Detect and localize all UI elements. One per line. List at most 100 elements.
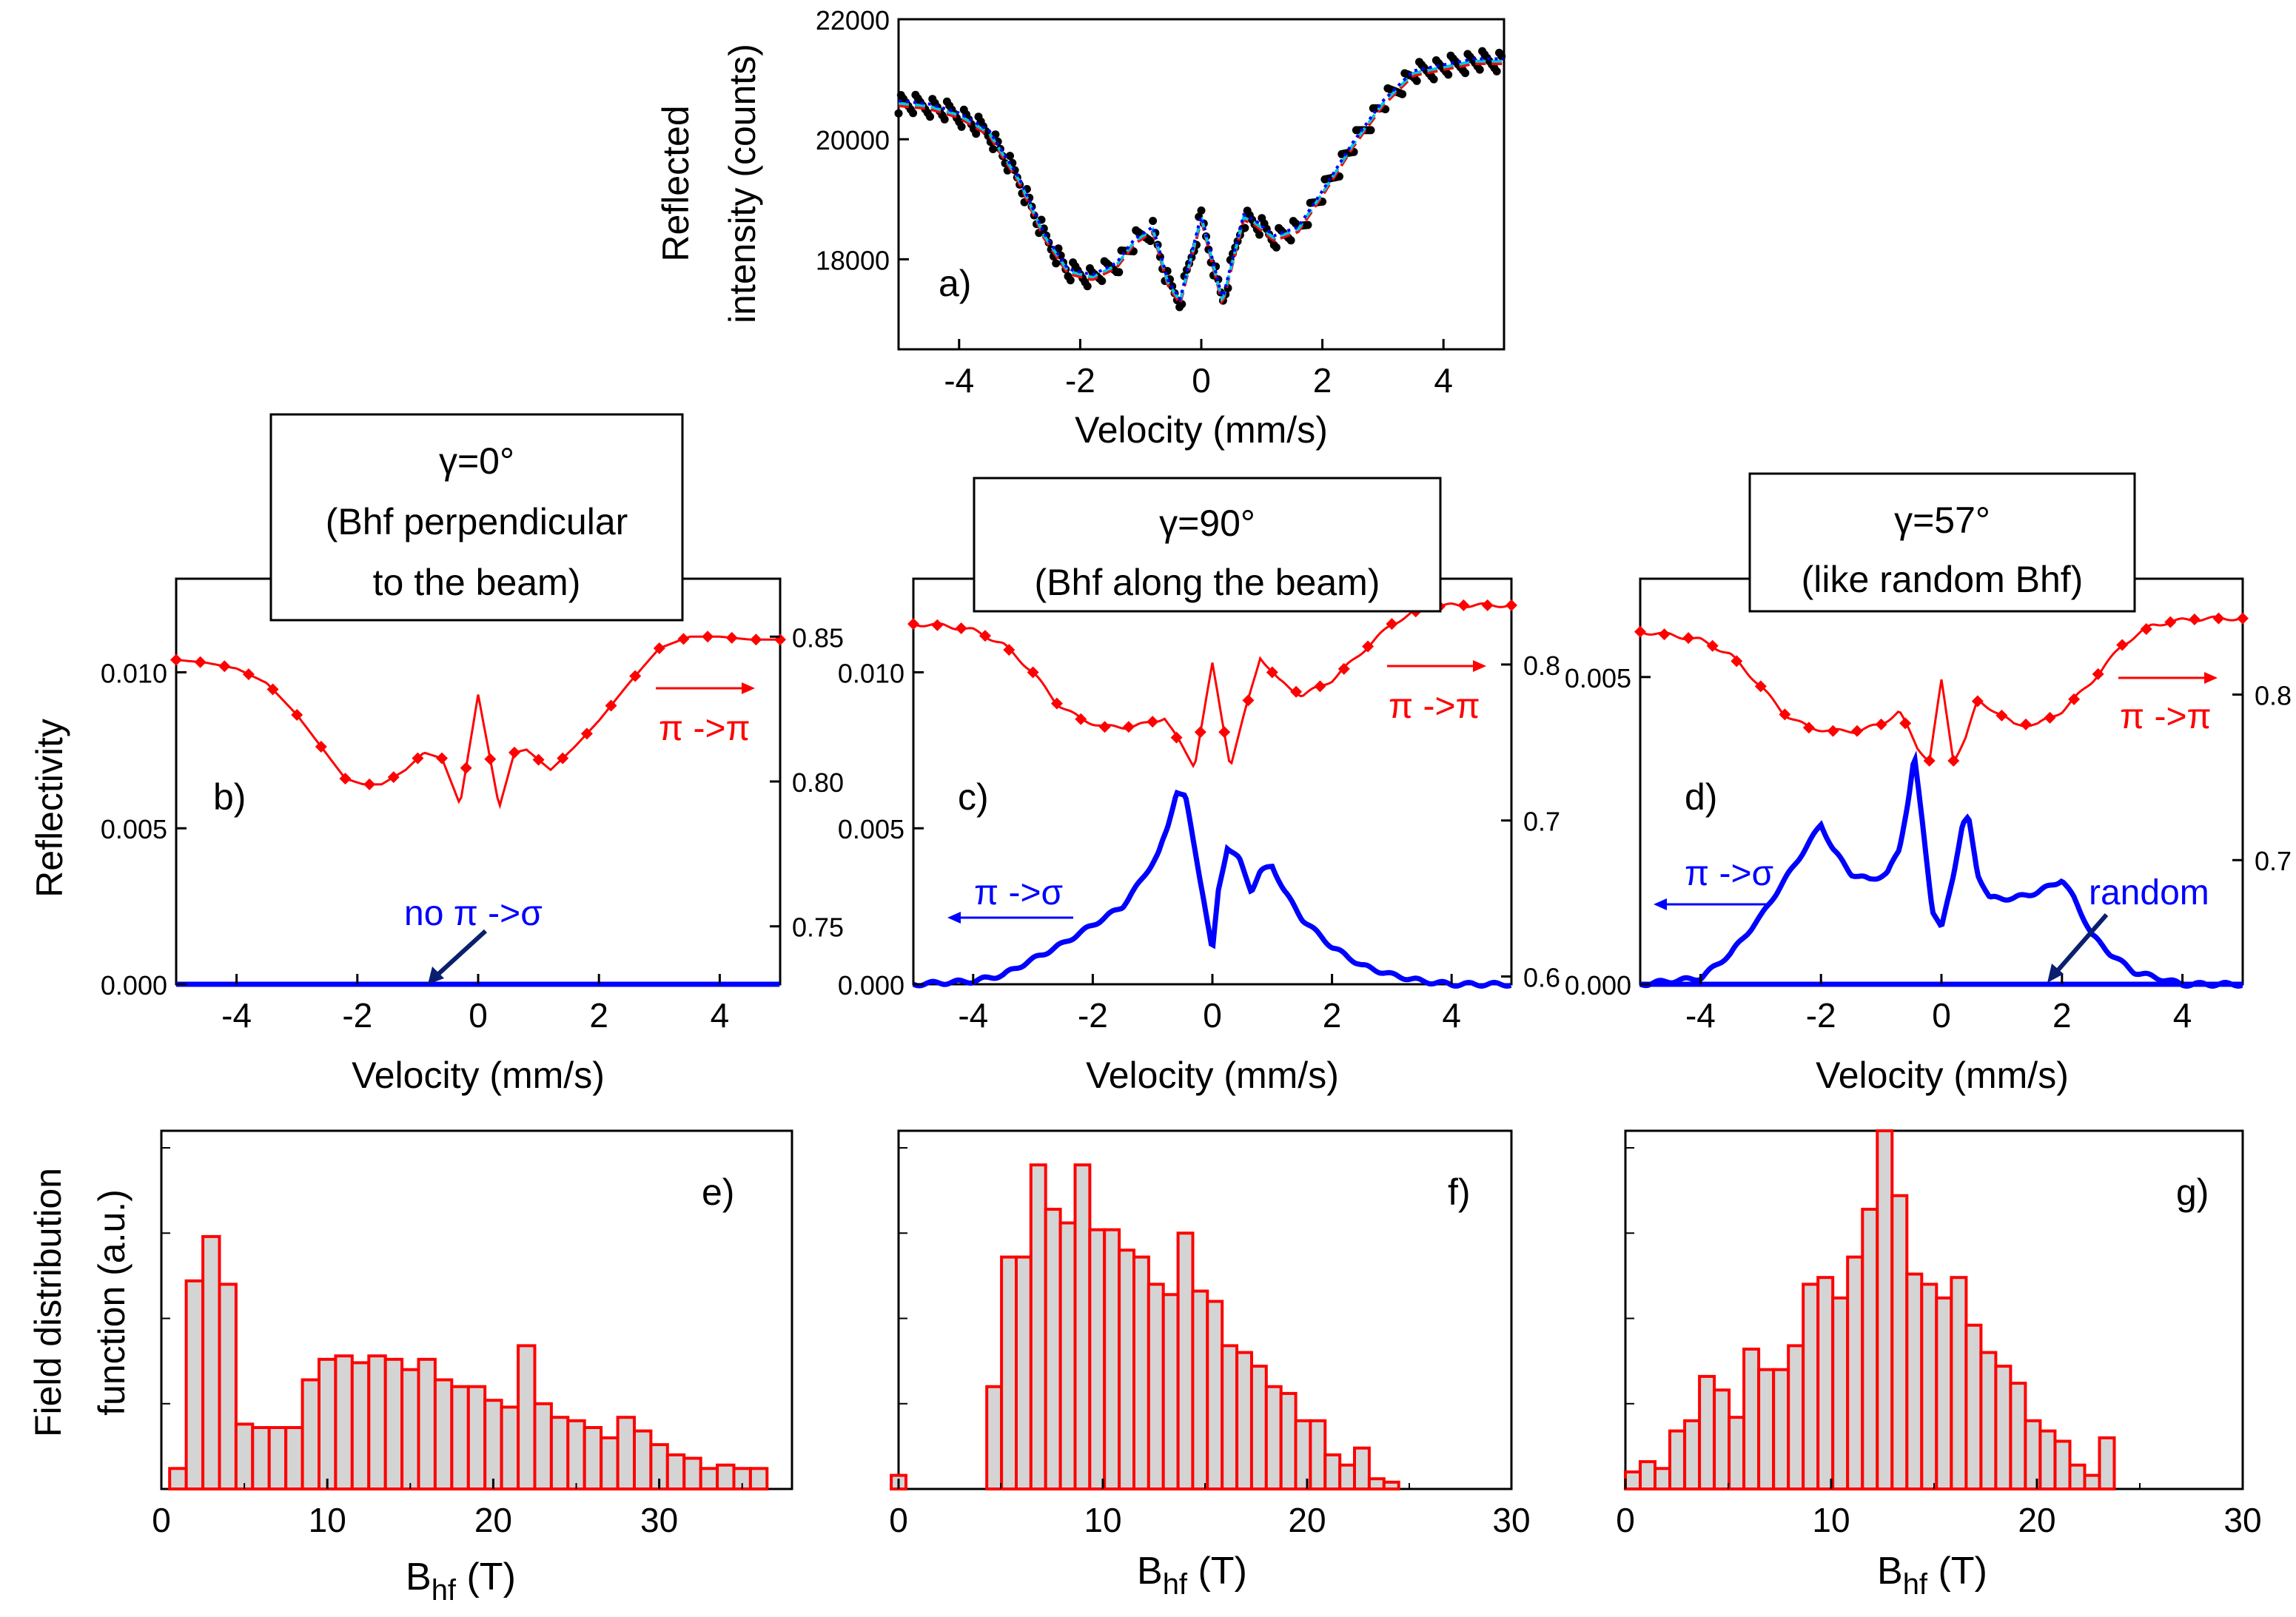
panel-e-xtick-label: 10 xyxy=(309,1501,346,1539)
panel-b-red-marker xyxy=(315,741,327,753)
panel-d-red-label: π ->π xyxy=(2120,697,2212,736)
panel-c-red-marker xyxy=(1003,644,1016,656)
panel-a-data-point xyxy=(1115,268,1124,277)
panel-g-bar xyxy=(1713,1388,1731,1491)
panel-d-red-marker xyxy=(1827,725,1839,737)
panel-f-bar xyxy=(1235,1351,1253,1490)
panel-a-xtick-label: -4 xyxy=(944,361,974,400)
panel-e: 0 10 20 30 e) Bhf (T) Field distribution fu… xyxy=(27,1129,793,1607)
panel-g-marks xyxy=(1624,1129,2116,1491)
panel-c-red-marker xyxy=(1170,731,1183,744)
panel-c-marks xyxy=(907,599,1517,989)
panel-c-xtick-label: -4 xyxy=(958,996,988,1035)
panel-e-bar xyxy=(466,1385,487,1490)
panel-b-red-marker xyxy=(266,683,279,696)
panel-g-bar xyxy=(1624,1470,1642,1490)
panel-d-red-marker xyxy=(1682,632,1695,645)
panel-a-data-point xyxy=(1366,126,1375,135)
panel-a-fit-cyan xyxy=(898,59,1504,305)
panel-d-red-marker xyxy=(1658,628,1671,641)
panel-c-y2tick-label: 0.7 xyxy=(1523,807,1560,837)
panel-d-random-arrowhead xyxy=(2047,964,2064,983)
panel-g-bar xyxy=(1654,1467,1671,1491)
panel-a-data-point xyxy=(1444,70,1453,79)
panel-b-y2tick-label: 0.75 xyxy=(792,912,844,943)
panel-a-ticks: -4 -2 0 2 4 18000 20000 22000 xyxy=(816,5,1453,400)
panel-g-bar xyxy=(1802,1282,1820,1491)
panel-b-red-marker xyxy=(725,631,738,644)
panel-f-ticks: 0 10 20 30 xyxy=(889,1147,1531,1539)
panel-e-bar xyxy=(533,1402,553,1491)
panel-f-bar xyxy=(1221,1344,1239,1491)
panel-c-red-label: π ->π xyxy=(1389,687,1480,726)
panel-b-ytick-label: 0.000 xyxy=(101,970,167,1001)
panel-a-data-point xyxy=(1083,282,1092,291)
panel-g-bar xyxy=(1816,1276,1835,1490)
panel-a-data-point xyxy=(1066,276,1075,285)
panel-f-bar xyxy=(1264,1385,1283,1490)
panel-g: 0 10 20 30 g) Bhf (T) xyxy=(1616,1129,2262,1601)
panel-b: -4 -2 0 2 4 0.000 0.005 0.010 0.75 0.80 0.85 b) Ve… xyxy=(29,413,844,1096)
panel-c-red-curve xyxy=(913,602,1512,769)
panel-d-red-marker xyxy=(1923,755,1936,767)
panel-e-bar xyxy=(234,1422,255,1491)
panel-d-red-marker xyxy=(1875,718,1887,730)
panel-d-random-arrow xyxy=(2052,913,2109,975)
panel-f-xtick-label: 30 xyxy=(1492,1501,1530,1539)
panel-d-y2tick-label: 0.7 xyxy=(2255,846,2292,876)
panel-d-ytick-label: 0.000 xyxy=(1565,970,1631,1001)
panel-g-bar xyxy=(1683,1419,1702,1491)
panel-b-ylabel: Reflectivity xyxy=(29,719,70,898)
panel-g-bar xyxy=(1757,1368,1776,1490)
panel-a-ytick-label: 20000 xyxy=(816,125,890,155)
panel-d: -4 -2 0 2 4 0.000 0.005 0.7 0.8 d) Velocity (mm/… xyxy=(1565,472,2292,1096)
panel-e-bar xyxy=(433,1378,454,1490)
panel-d-red-marker xyxy=(1754,680,1767,693)
panel-e-bar xyxy=(367,1354,387,1490)
panel-b-red-marker xyxy=(218,660,231,673)
panel-e-xlabel-sub: hf xyxy=(432,1574,457,1607)
panel-c-xlabel: Velocity (mm/s) xyxy=(1086,1055,1339,1096)
panel-f-bar xyxy=(1367,1477,1386,1490)
panel-f-xlabel-b: B xyxy=(1137,1550,1163,1593)
panel-e-bar xyxy=(218,1282,238,1491)
panel-b-red-marker xyxy=(508,746,520,759)
panel-b-box-line1: γ=0° xyxy=(439,440,514,482)
panel-d-xtick-label: -2 xyxy=(1806,996,1836,1035)
panel-f-bar xyxy=(1191,1289,1209,1490)
panel-d-blue-label: π ->σ xyxy=(1685,854,1773,893)
panel-f-bar xyxy=(1132,1255,1150,1490)
panel-b-label: b) xyxy=(213,776,246,818)
panel-c-label: c) xyxy=(958,776,989,818)
panel-b-red-marker xyxy=(557,752,569,764)
panel-c-condition-box xyxy=(973,477,1442,613)
panel-b-red-marker xyxy=(677,633,690,645)
panel-g-xtick-label: 30 xyxy=(2223,1501,2261,1539)
panel-c-red-marker xyxy=(1075,713,1087,725)
panel-a-data-point xyxy=(1178,300,1186,309)
panel-b-red-marker xyxy=(774,633,786,646)
panel-d-red-marker xyxy=(1947,755,1960,767)
panel-g-label: g) xyxy=(2176,1171,2209,1213)
panel-a-data-point xyxy=(1286,236,1295,245)
panel-e-bar xyxy=(201,1234,221,1491)
panel-g-xlabel: Bhf (T) xyxy=(1877,1550,1987,1601)
panel-a: -4 -2 0 2 4 18000 20000 22000 a) Velocity (mm/s… xyxy=(655,5,1506,451)
panel-f-bar xyxy=(1147,1282,1165,1491)
panel-g-bar xyxy=(1876,1129,1894,1490)
panel-c-red-marker xyxy=(955,622,967,635)
panel-g-xtick-label: 20 xyxy=(2018,1501,2055,1539)
panel-g-bar xyxy=(1742,1348,1761,1490)
panel-b-box-line2: (Bhf perpendicular xyxy=(326,501,628,542)
panel-b-box-line3: to the beam) xyxy=(373,562,581,603)
panel-e-bar xyxy=(450,1385,470,1490)
panel-a-label: a) xyxy=(939,263,971,304)
panel-e-bar xyxy=(566,1419,586,1491)
panel-f-bar xyxy=(985,1385,1004,1490)
panel-b-red-marker xyxy=(702,631,714,643)
panel-g-bar xyxy=(1639,1460,1656,1490)
panel-d-blue-curve xyxy=(1639,750,2243,989)
panel-a-data-point xyxy=(1429,75,1438,84)
panel-f-bar xyxy=(1118,1248,1135,1491)
panel-c-blue-curve xyxy=(912,789,1512,989)
